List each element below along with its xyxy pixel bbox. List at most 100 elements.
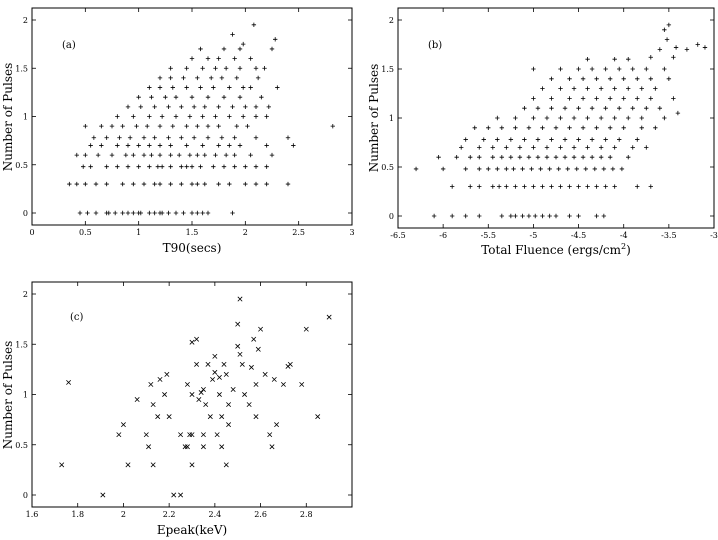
data-point [213, 114, 218, 119]
x-tick-label: 1 [136, 228, 141, 237]
data-point [253, 66, 259, 71]
data-point [131, 210, 136, 216]
data-point [198, 85, 203, 90]
x-tick-label: 2.2 [163, 510, 176, 519]
data-point [585, 184, 590, 189]
data-point [576, 184, 581, 189]
x-axis-label-superscript: 2 [621, 242, 626, 251]
data-point [585, 57, 590, 62]
data-point [495, 137, 500, 142]
data-point [227, 181, 232, 187]
x-axis-label: Epeak(keV) [157, 523, 227, 537]
data-point [544, 115, 550, 121]
x-tick-label: 2.8 [300, 510, 313, 519]
data-point [702, 45, 708, 50]
x-axis-label-close: ) [626, 243, 631, 257]
data-point [262, 66, 267, 71]
data-point [187, 152, 193, 158]
data-point [565, 166, 570, 172]
data-point [571, 155, 577, 160]
data-point [477, 155, 482, 160]
data-point [184, 381, 190, 387]
data-point [540, 125, 545, 130]
data-point [630, 66, 635, 72]
data-point [178, 492, 184, 498]
data-point [184, 444, 190, 450]
data-point [538, 166, 543, 172]
data-point [198, 164, 203, 169]
data-point [463, 137, 468, 142]
data-point [189, 181, 195, 187]
data-point [533, 213, 538, 219]
data-point [556, 166, 561, 172]
data-point [326, 314, 332, 320]
data-point [195, 210, 200, 216]
data-point [216, 143, 221, 148]
data-point [196, 397, 202, 403]
data-point [246, 402, 252, 408]
data-point [440, 166, 446, 172]
data-point [585, 145, 590, 150]
data-point [216, 374, 222, 380]
panel-label: (a) [62, 40, 76, 51]
data-point [227, 114, 232, 119]
data-point [612, 115, 617, 121]
data-point [145, 123, 150, 129]
data-point [594, 184, 599, 189]
y-tick-label: 0 [389, 212, 394, 221]
data-point [662, 27, 667, 32]
data-point [177, 152, 182, 158]
data-point [157, 152, 163, 158]
data-point [195, 152, 200, 158]
data-point [580, 76, 586, 81]
data-point [571, 86, 577, 91]
data-point [221, 46, 227, 52]
data-point [227, 85, 232, 90]
data-point [513, 184, 518, 189]
data-point [168, 164, 173, 169]
x-tick-label: -5 [530, 231, 538, 240]
x-tick-label: 2.6 [254, 510, 267, 519]
data-point [610, 166, 616, 172]
data-point [255, 75, 261, 81]
panel-label: (b) [428, 40, 442, 51]
data-point [189, 95, 195, 100]
data-point [601, 213, 607, 219]
data-point [136, 164, 141, 169]
data-point [657, 106, 663, 111]
x-tick-label: 0.5 [79, 228, 92, 237]
data-point [195, 75, 200, 81]
data-point [164, 371, 170, 377]
data-point [671, 96, 676, 101]
data-point [159, 114, 165, 119]
data-point [150, 462, 156, 468]
data-point [237, 66, 243, 71]
data-point [223, 66, 229, 71]
data-point [232, 135, 237, 140]
data-point [194, 361, 200, 367]
data-point [558, 66, 563, 72]
data-point [212, 369, 218, 375]
data-point [219, 75, 225, 81]
data-point [253, 414, 259, 420]
data-point [607, 76, 613, 81]
data-point [149, 95, 154, 100]
data-point [653, 125, 658, 130]
data-point [125, 164, 131, 169]
x-tick-label: 2 [243, 228, 248, 237]
data-point [673, 45, 679, 50]
data-point [88, 164, 93, 169]
data-point [259, 95, 264, 100]
data-point [567, 96, 572, 101]
data-point [147, 164, 152, 169]
y-tick-label: 0 [23, 491, 28, 500]
x-tick-label: -6.5 [390, 231, 405, 240]
points-group [413, 22, 708, 219]
data-point [211, 164, 216, 169]
data-point [179, 181, 184, 187]
y-tick-label: 2 [23, 16, 28, 25]
data-point [262, 371, 268, 377]
data-point [271, 376, 277, 382]
data-point [558, 115, 563, 121]
data-point [603, 137, 608, 142]
